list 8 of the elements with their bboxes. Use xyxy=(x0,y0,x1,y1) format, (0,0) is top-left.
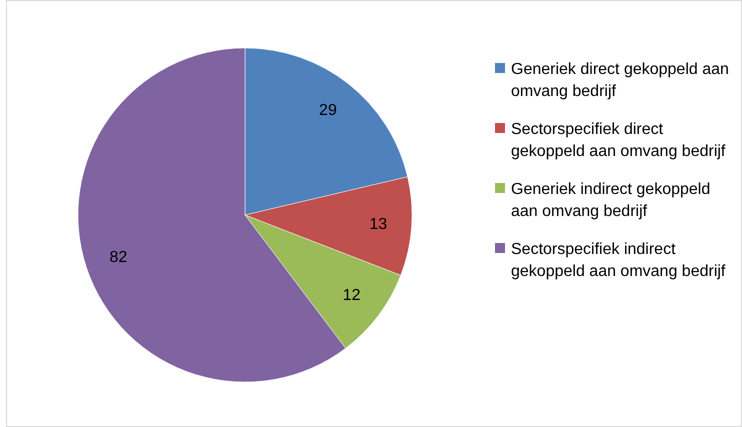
legend-label: Sectorspecifiek indirect gekoppeld aan omvang bedrijf xyxy=(511,241,726,280)
legend-label: Generiek indirect gekoppeld aan omvang bedrijf xyxy=(511,181,710,220)
data-label: 82 xyxy=(109,248,128,266)
legend-label: Sectorspecifiek direct gekoppeld aan omvang bedrijf xyxy=(511,121,726,160)
data-label: 29 xyxy=(319,102,337,119)
data-label: 12 xyxy=(342,287,361,304)
legend-label: Generiek direct gekoppeld aan omvang bedrijf xyxy=(511,61,729,100)
data-label: 13 xyxy=(369,216,388,233)
